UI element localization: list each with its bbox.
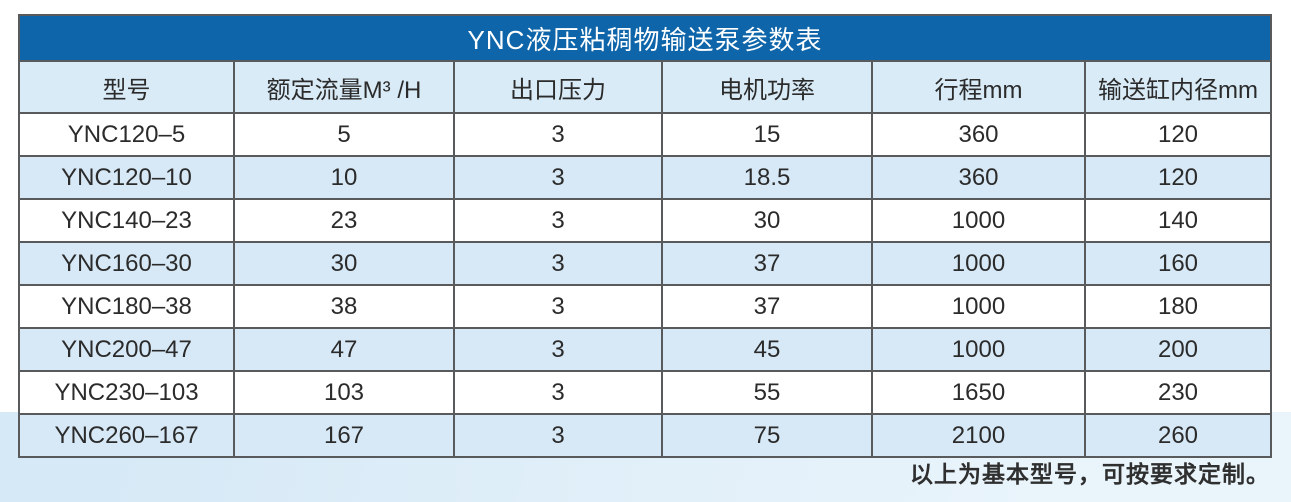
cell-stroke: 1000 [871, 241, 1086, 286]
table-row: YNC120–5 5 3 15 360 120 [18, 112, 1272, 157]
cell-stroke: 1650 [871, 370, 1086, 415]
cell-outlet-pressure: 3 [453, 327, 663, 372]
cell-cylinder-bore: 160 [1084, 241, 1272, 286]
cell-outlet-pressure: 3 [453, 413, 663, 458]
table-row: YNC260–167 167 3 75 2100 260 [18, 413, 1272, 458]
cell-model: YNC260–167 [18, 413, 235, 458]
cell-model: YNC180–38 [18, 284, 235, 329]
table-row: YNC230–103 103 3 55 1650 230 [18, 370, 1272, 415]
column-header-stroke: 行程mm [871, 60, 1086, 114]
table-row: YNC160–30 30 3 37 1000 160 [18, 241, 1272, 286]
cell-motor-power: 30 [661, 198, 873, 243]
cell-rated-flow: 38 [233, 284, 455, 329]
cell-stroke: 1000 [871, 284, 1086, 329]
column-header-outlet-pressure: 出口压力 [453, 60, 663, 114]
table-title: YNC液压粘稠物输送泵参数表 [18, 14, 1272, 62]
cell-model: YNC200–47 [18, 327, 235, 372]
cell-motor-power: 18.5 [661, 155, 873, 200]
cell-model: YNC160–30 [18, 241, 235, 286]
table-row: YNC200–47 47 3 45 1000 200 [18, 327, 1272, 372]
cell-outlet-pressure: 3 [453, 198, 663, 243]
column-header-motor-power: 电机功率 [661, 60, 873, 114]
cell-motor-power: 15 [661, 112, 873, 157]
pump-parameters-table: YNC液压粘稠物输送泵参数表 型号 额定流量M³ /H 出口压力 电机功率 行程… [18, 14, 1272, 458]
table-row: YNC140–23 23 3 30 1000 140 [18, 198, 1272, 243]
cell-cylinder-bore: 140 [1084, 198, 1272, 243]
table-header-row: 型号 额定流量M³ /H 出口压力 电机功率 行程mm 输送缸内径mm [18, 60, 1272, 114]
cell-model: YNC120–10 [18, 155, 235, 200]
cell-cylinder-bore: 200 [1084, 327, 1272, 372]
cell-motor-power: 37 [661, 284, 873, 329]
cell-rated-flow: 47 [233, 327, 455, 372]
cell-rated-flow: 5 [233, 112, 455, 157]
cell-model: YNC230–103 [18, 370, 235, 415]
cell-cylinder-bore: 260 [1084, 413, 1272, 458]
cell-cylinder-bore: 120 [1084, 112, 1272, 157]
cell-motor-power: 55 [661, 370, 873, 415]
cell-stroke: 2100 [871, 413, 1086, 458]
cell-model: YNC120–5 [18, 112, 235, 157]
cell-stroke: 1000 [871, 327, 1086, 372]
cell-motor-power: 45 [661, 327, 873, 372]
cell-rated-flow: 167 [233, 413, 455, 458]
cell-cylinder-bore: 120 [1084, 155, 1272, 200]
cell-motor-power: 37 [661, 241, 873, 286]
cell-outlet-pressure: 3 [453, 155, 663, 200]
cell-stroke: 360 [871, 155, 1086, 200]
footer-note: 以上为基本型号，可按要求定制。 [910, 461, 1270, 487]
column-header-cylinder-bore: 输送缸内径mm [1084, 60, 1272, 114]
cell-stroke: 360 [871, 112, 1086, 157]
cell-rated-flow: 10 [233, 155, 455, 200]
column-header-rated-flow: 额定流量M³ /H [233, 60, 455, 114]
column-header-model: 型号 [18, 60, 235, 114]
table-row: YNC120–10 10 3 18.5 360 120 [18, 155, 1272, 200]
cell-rated-flow: 30 [233, 241, 455, 286]
table-title-row: YNC液压粘稠物输送泵参数表 [18, 14, 1272, 62]
cell-motor-power: 75 [661, 413, 873, 458]
cell-rated-flow: 23 [233, 198, 455, 243]
cell-stroke: 1000 [871, 198, 1086, 243]
cell-outlet-pressure: 3 [453, 241, 663, 286]
cell-model: YNC140–23 [18, 198, 235, 243]
cell-cylinder-bore: 180 [1084, 284, 1272, 329]
table-row: YNC180–38 38 3 37 1000 180 [18, 284, 1272, 329]
cell-rated-flow: 103 [233, 370, 455, 415]
cell-outlet-pressure: 3 [453, 370, 663, 415]
cell-cylinder-bore: 230 [1084, 370, 1272, 415]
cell-outlet-pressure: 3 [453, 112, 663, 157]
cell-outlet-pressure: 3 [453, 284, 663, 329]
